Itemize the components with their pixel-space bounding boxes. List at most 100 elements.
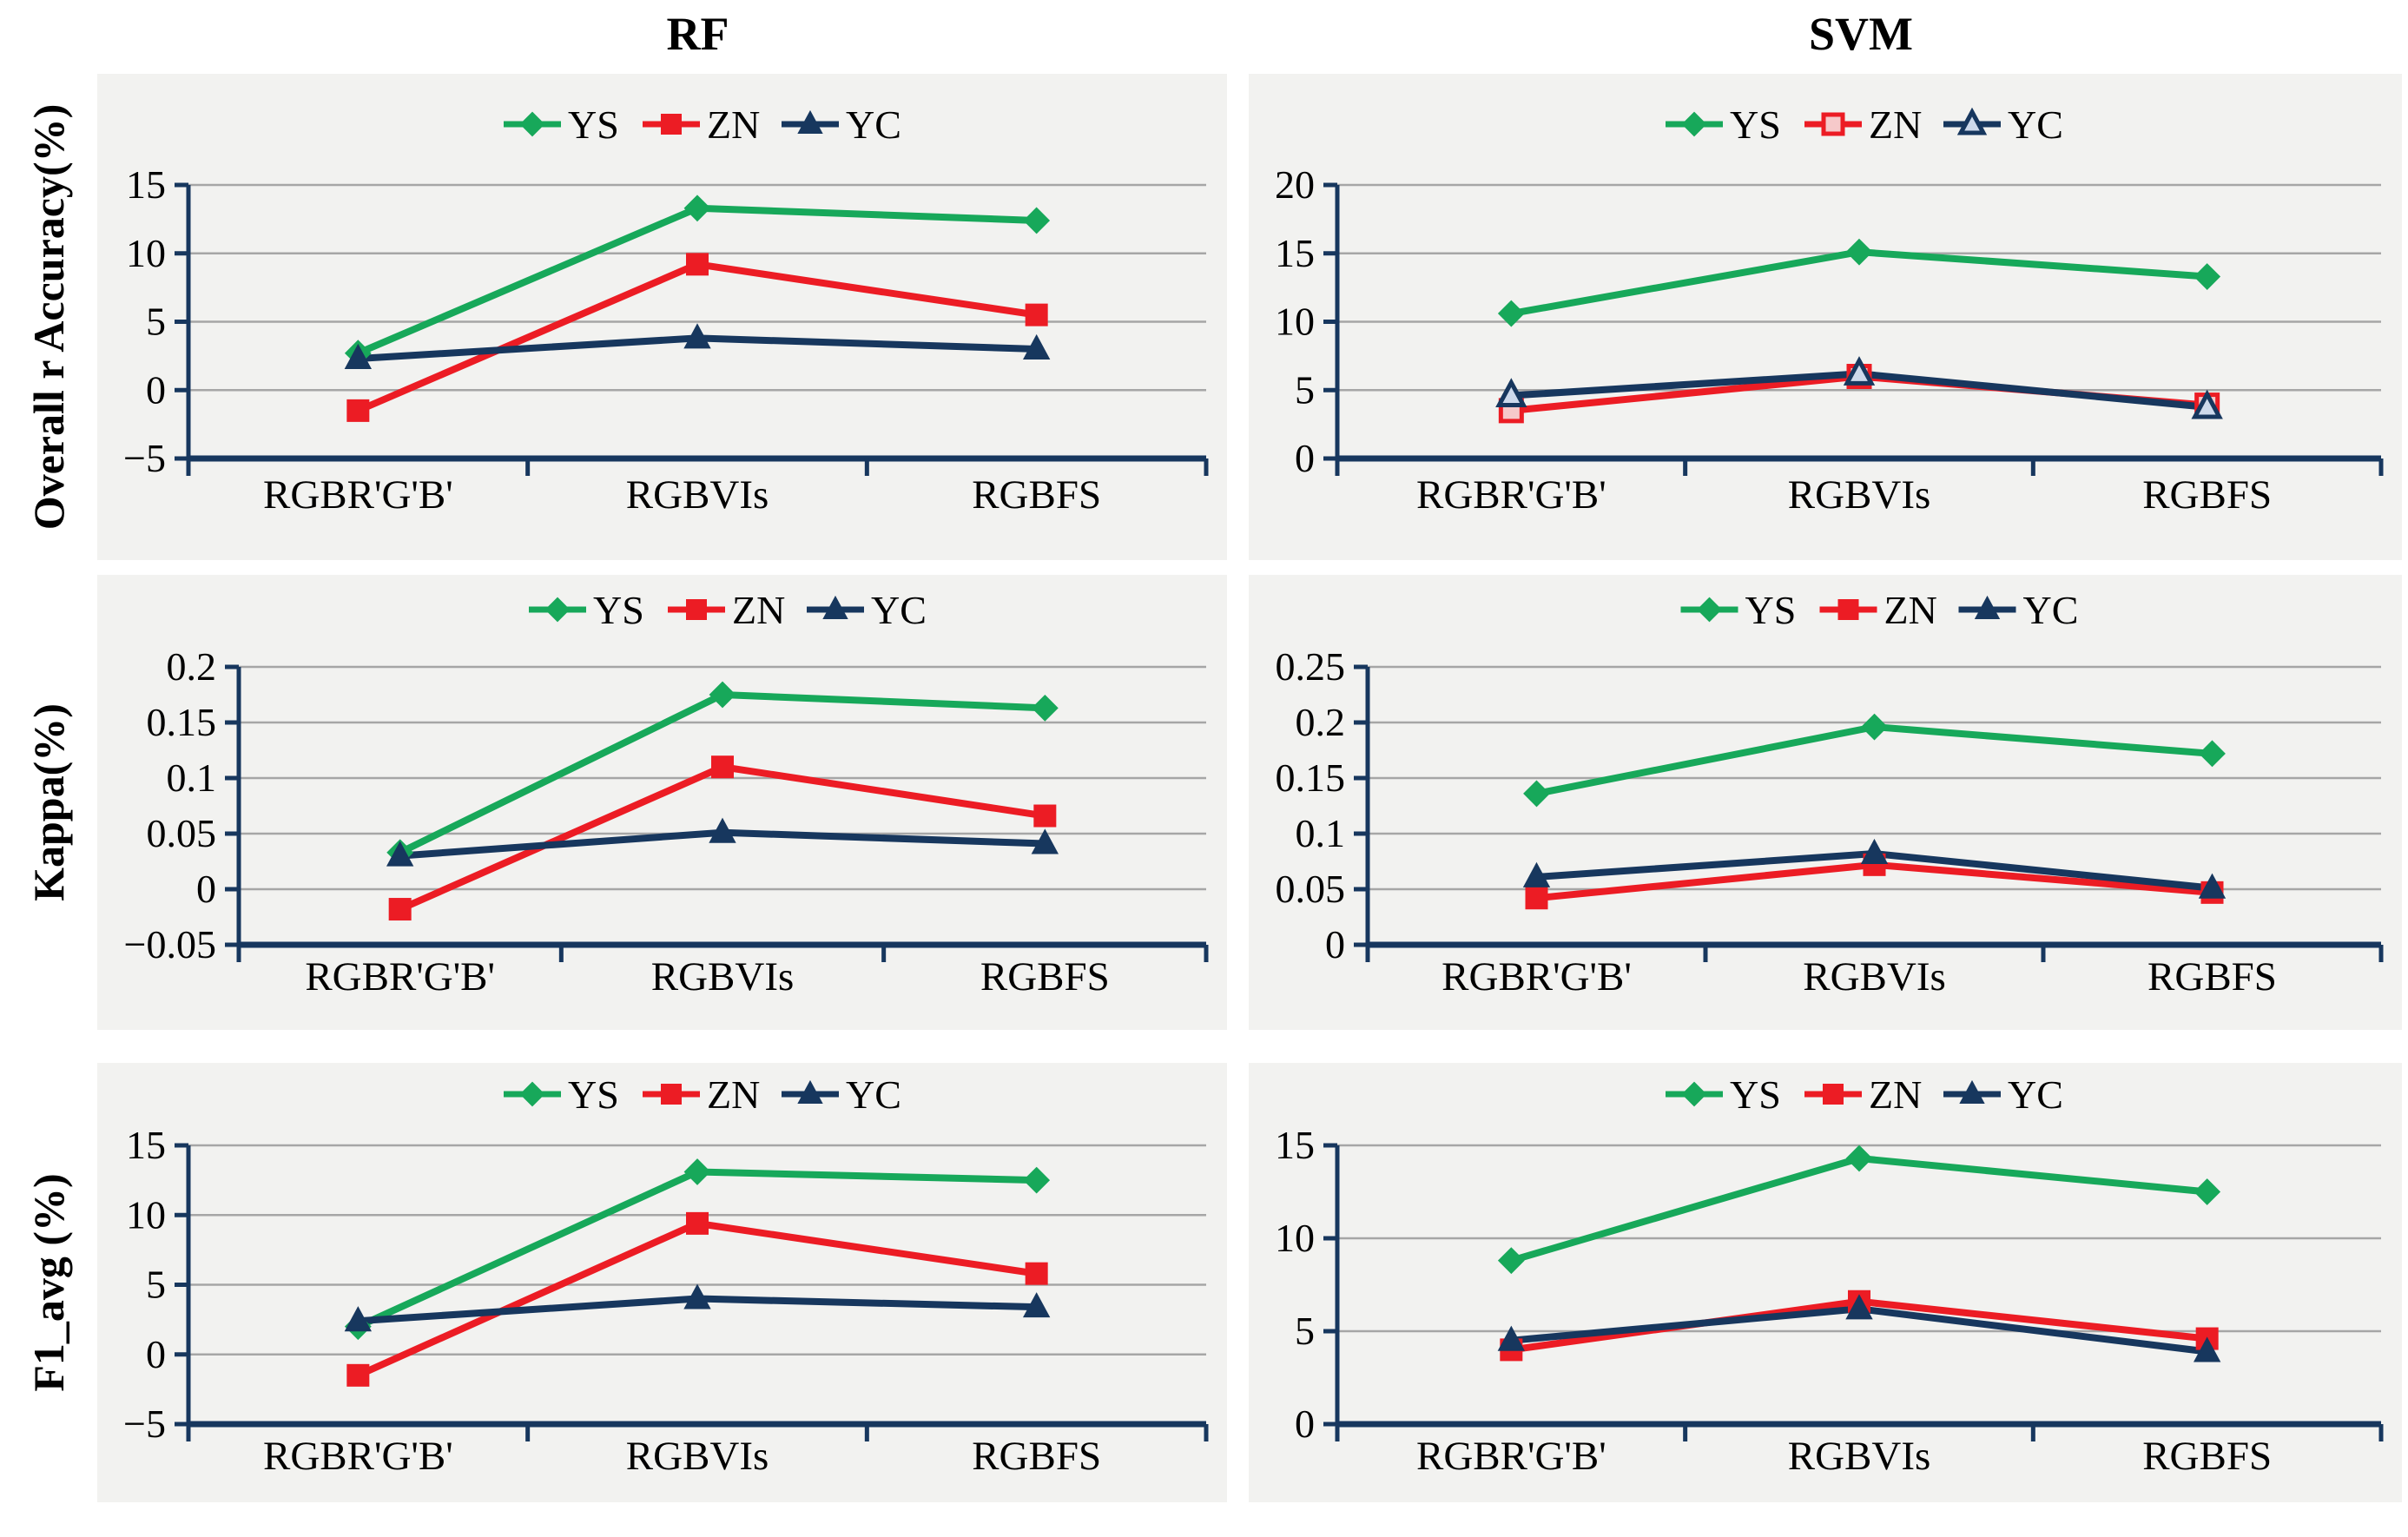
y-tick-label: 0 xyxy=(1295,436,1315,480)
data-point-YS-RGBFS xyxy=(1023,207,1051,234)
legend-label-ZN: ZN xyxy=(707,102,760,147)
legend-label-YS: YS xyxy=(568,102,619,147)
y-tick-label: 0.2 xyxy=(167,644,217,689)
y-tick-label: 5 xyxy=(146,300,166,344)
y-tick-label: 0 xyxy=(146,1332,166,1376)
legend-diamond-marker-YS xyxy=(519,111,545,137)
data-point-YS-RGBR'G'B' xyxy=(1523,780,1550,808)
data-point-YS-RGBVIs xyxy=(1861,713,1888,741)
y-tick-label: 0 xyxy=(146,367,166,412)
x-category-label: RGBR'G'B' xyxy=(1442,954,1632,999)
y-tick-label: 5 xyxy=(1295,367,1315,412)
x-category-label: RGBVIs xyxy=(626,1434,769,1479)
x-category-label: RGBVIs xyxy=(651,954,795,999)
x-category-label: RGBVIs xyxy=(1803,954,1946,999)
x-category-label: RGBFS xyxy=(2142,472,2272,518)
line-chart-rf-kappa: −0.05 0 0.05 0.1 0.15 0.2 RGBR'G'B' RGBVIs RGBFS… xyxy=(124,588,1209,999)
data-point-ZN-RGBFS xyxy=(1025,1262,1048,1285)
legend-triangle-marker-YC xyxy=(822,595,848,619)
legend-square-marker-ZN xyxy=(686,599,707,620)
chart-panel-svm-f1-avg: 0 5 10 15 RGBR'G'B' RGBVIs RGBFS YS ZN YC xyxy=(1249,1063,2402,1502)
data-point-YS-RGBFS xyxy=(1023,1166,1051,1194)
legend-label-YS: YS xyxy=(568,1072,619,1117)
y-tick-label: 5 xyxy=(1295,1309,1315,1353)
y-tick-label: 15 xyxy=(126,1123,166,1167)
y-tick-label: 0.05 xyxy=(147,811,217,855)
legend-square-marker-ZN xyxy=(1823,1084,1844,1105)
data-point-YS-RGBFS xyxy=(2194,1178,2221,1205)
y-tick-label: 0 xyxy=(196,867,216,911)
legend-triangle-marker-YC xyxy=(797,1079,823,1104)
data-point-YS-RGBFS xyxy=(1031,694,1059,722)
line-chart-svm-kappa: 0 0.05 0.1 0.15 0.2 0.25 RGBR'G'B' RGBVIs RGBFS Y… xyxy=(1276,588,2384,999)
line-chart-svm-f1-avg: 0 5 10 15 RGBR'G'B' RGBVIs RGBFS YS ZN YC xyxy=(1275,1072,2384,1479)
legend-square-marker-ZN xyxy=(661,114,682,135)
legend-diamond-marker-YS xyxy=(1681,1081,1707,1107)
legend-triangle-marker-YC xyxy=(1959,1079,1985,1104)
data-point-YC-RGBFS xyxy=(2191,389,2223,419)
data-point-YS-RGBVIs xyxy=(1845,238,1873,266)
data-point-ZN-RGBFS xyxy=(1033,804,1057,828)
legend-diamond-marker-YS xyxy=(519,1081,545,1107)
legend-label-YC: YC xyxy=(2008,102,2063,147)
data-point-YC-RGBVIs xyxy=(683,1283,711,1309)
y-tick-label: 10 xyxy=(1275,1216,1315,1260)
chart-panel-svm-kappa: 0 0.05 0.1 0.15 0.2 0.25 RGBR'G'B' RGBVIs RGBFS Y… xyxy=(1249,575,2402,1030)
y-tick-label: 15 xyxy=(126,162,166,207)
legend-label-ZN: ZN xyxy=(1869,102,1922,147)
y-tick-label: 10 xyxy=(1275,300,1315,344)
data-point-YC-RGBVIs xyxy=(683,323,711,349)
legend-square-marker-ZN xyxy=(1837,599,1859,620)
legend-diamond-marker-YS xyxy=(544,597,571,623)
data-point-YS-RGBVIs xyxy=(683,195,711,222)
y-tick-label: 15 xyxy=(1275,1123,1315,1167)
x-category-label: RGBR'G'B' xyxy=(263,472,453,518)
data-point-ZN-RGBR'G'B' xyxy=(346,399,370,422)
y-tick-label: 0.1 xyxy=(167,755,217,800)
x-category-label: RGBFS xyxy=(972,472,1101,518)
column-title-rf: RF xyxy=(666,8,729,60)
y-tick-label: 0 xyxy=(1295,1402,1315,1446)
y-tick-label: 0.25 xyxy=(1276,644,1346,689)
chart-panel-rf-kappa: −0.05 0 0.05 0.1 0.15 0.2 RGBR'G'B' RGBVIs RGBFS… xyxy=(97,575,1227,1030)
legend-label-YC: YC xyxy=(2023,588,2079,632)
data-point-YC-RGBFS xyxy=(2198,873,2227,899)
legend-label-YS: YS xyxy=(593,588,644,632)
chart-panel-svm-overall-accuracy: 0 5 10 15 20 RGBR'G'B' RGBVIs RGBFS YS ZN YC xyxy=(1249,74,2402,560)
legend-diamond-marker-YS xyxy=(1681,111,1707,137)
data-point-YC-RGBR'G'B' xyxy=(386,841,414,867)
data-point-YS-RGBFS xyxy=(2199,740,2226,768)
y-tick-label: 0.15 xyxy=(1276,755,1346,800)
y-tick-label: 15 xyxy=(1275,231,1315,275)
legend-label-YC: YC xyxy=(846,1072,901,1117)
legend-label-YC: YC xyxy=(871,588,927,632)
data-point-ZN-RGBVIs xyxy=(686,1211,709,1235)
row-label-f1-avg: F1_avg (%) xyxy=(24,1173,73,1392)
data-point-ZN-RGBR'G'B' xyxy=(388,898,412,921)
data-point-YS-RGBVIs xyxy=(709,681,736,709)
line-chart-svm-overall-accuracy: 0 5 10 15 20 RGBR'G'B' RGBVIs RGBFS YS ZN YC xyxy=(1275,102,2384,518)
data-point-YS-RGBR'G'B' xyxy=(1497,1247,1525,1275)
legend-label-YC: YC xyxy=(2008,1072,2063,1117)
line-chart-rf-f1-avg: −5 0 5 10 15 RGBR'G'B' RGBVIs RGBFS YS ZN YC xyxy=(123,1072,1209,1479)
legend-label-YS: YS xyxy=(1745,588,1797,632)
chart-panel-rf-overall-accuracy: −5 0 5 10 15 RGBR'G'B' RGBVIs RGBFS YS ZN YC xyxy=(97,74,1227,560)
x-category-label: RGBVIs xyxy=(626,472,769,518)
legend-label-YS: YS xyxy=(1730,1072,1781,1117)
y-tick-label: 0.1 xyxy=(1296,811,1346,855)
x-category-label: RGBFS xyxy=(2147,954,2277,999)
legend-triangle-marker-YC xyxy=(1956,107,1988,135)
data-point-YC-RGBVIs xyxy=(1860,838,1889,865)
legend-label-ZN: ZN xyxy=(707,1072,760,1117)
data-point-YS-RGBR'G'B' xyxy=(1497,300,1525,327)
legend-label-ZN: ZN xyxy=(1884,588,1937,632)
data-point-YC-RGBFS xyxy=(1022,333,1051,360)
x-category-label: RGBVIs xyxy=(1788,472,1931,518)
legend-square-marker-ZN xyxy=(661,1084,682,1105)
data-point-YS-RGBVIs xyxy=(1845,1145,1873,1172)
legend-label-ZN: ZN xyxy=(732,588,785,632)
legend-square-marker-ZN xyxy=(1821,112,1845,136)
legend-label-ZN: ZN xyxy=(1869,1072,1922,1117)
data-point-YC-RGBR'G'B' xyxy=(1495,378,1527,408)
y-tick-label: 5 xyxy=(146,1263,166,1307)
